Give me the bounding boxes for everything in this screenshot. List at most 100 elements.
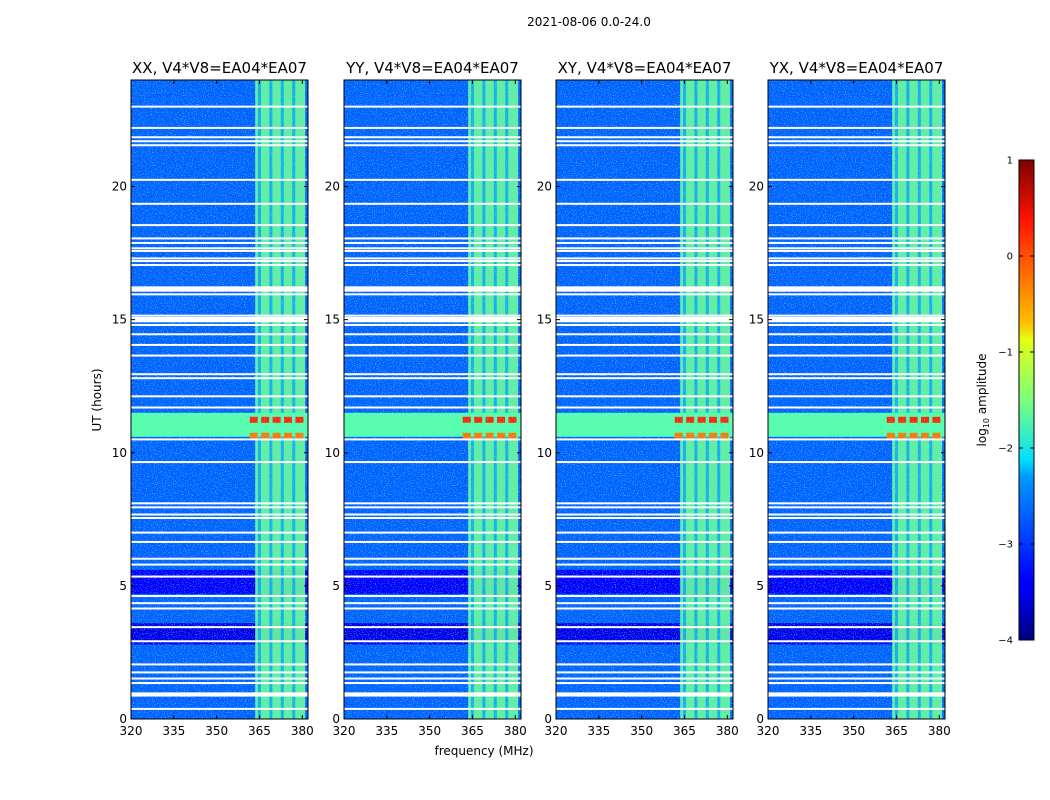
flagged-row [768,144,945,147]
flagged-row [556,247,733,250]
flagged-row [768,126,945,129]
flagged-row [344,395,521,398]
flagged-row [556,461,733,464]
heatmap-image [556,80,733,719]
heatmap-image [344,80,521,719]
colorbar-label-main: log [975,428,989,446]
flagged-row [131,516,308,519]
flagged-row [556,257,733,260]
flagged-block [768,692,945,697]
flagged-row [344,682,521,685]
flagged-row [768,575,945,578]
flagged-row [768,249,945,252]
panel-title: XX, V4*V8=EA04*EA07 [132,59,307,77]
flagged-row [344,343,521,346]
flagged-row [556,377,733,380]
flagged-row [556,575,733,578]
flagged-row [768,260,945,263]
flagged-row [768,343,945,346]
x-tick-label: 350 [842,724,865,738]
y-tick-label: 10 [749,446,764,460]
flagged-row [556,516,733,519]
x-tick-label: 365 [248,724,271,738]
y-tick-label: 0 [119,712,127,726]
axes-frame [767,79,946,720]
flagged-row [768,563,945,566]
flagged-row [131,126,308,129]
flagged-row [131,502,308,505]
axes-frame [130,79,309,720]
y-tick-label: 5 [544,579,552,593]
y-tick-label: 5 [119,579,127,593]
flagged-row [768,502,945,505]
flagged-row [556,506,733,509]
flagged-row [131,377,308,380]
noise-texture [131,80,308,719]
flagged-row [768,314,945,317]
flagged-row [768,557,945,560]
flagged-row [556,126,733,129]
flagged-row [131,314,308,317]
x-tick-label: 380 [716,724,739,738]
flagged-row [344,438,521,441]
flagged-row [344,461,521,464]
flagged-row [344,257,521,260]
flagged-row [131,395,308,398]
flagged-row [768,506,945,509]
flagged-row [556,707,733,710]
y-tick-label: 20 [325,180,340,194]
flagged-row [556,677,733,680]
flagged-row [768,105,945,108]
flagged-row [131,144,308,147]
flagged-row [131,224,308,227]
flagged-row [344,202,521,205]
x-tick-label: 380 [291,724,314,738]
flagged-block [556,316,733,323]
flagged-row [556,237,733,240]
flagged-row [131,513,308,516]
flagged-row [768,640,945,643]
panel-xx: XX, V4*V8=EA04*EA07 320 335 350 365 380 0 5 10 15… [112,59,314,738]
y-tick-label: 10 [325,446,340,460]
flagged-row [131,333,308,336]
flagged-row [768,395,945,398]
flagged-row [131,461,308,464]
flagged-block [768,286,945,292]
colorbar-tick-label: 1 [1007,156,1013,167]
x-tick-label: 350 [205,724,228,738]
y-tick-label: 0 [544,712,552,726]
flagged-row [556,663,733,666]
y-tick-label: 15 [537,313,552,327]
flagged-row [344,671,521,674]
colorbar-tick-label: −2 [998,444,1013,455]
flagged-block [131,286,308,292]
flagged-row [344,144,521,147]
flagged-row [556,178,733,181]
flagged-row [131,247,308,250]
flagged-row [131,140,308,143]
flagged-row [556,406,733,409]
x-tick-label: 350 [418,724,441,738]
flagged-row [131,260,308,263]
panel-xy: XY, V4*V8=EA04*EA07 320 335 350 365 380 0 5 10 15… [537,59,739,738]
x-tick-label: 335 [799,724,822,738]
flagged-row [768,671,945,674]
flagged-row [344,531,521,534]
flagged-row [344,323,521,326]
flagged-row [768,323,945,326]
flagged-row [344,247,521,250]
y-tick-label: 5 [756,579,764,593]
flagged-block [344,316,521,323]
flagged-row [556,260,733,263]
flagged-row [344,575,521,578]
flagged-row [768,178,945,181]
y-tick-label: 15 [749,313,764,327]
flagged-row [344,260,521,263]
flagged-row [556,671,733,674]
colorbar-tick-label: −3 [998,540,1013,551]
x-tick-label: 365 [885,724,908,738]
colorbar-label: log10 amplitude [975,354,991,447]
flagged-row [556,602,733,605]
figure-title: 2021-08-06 0.0-24.0 [527,15,651,29]
